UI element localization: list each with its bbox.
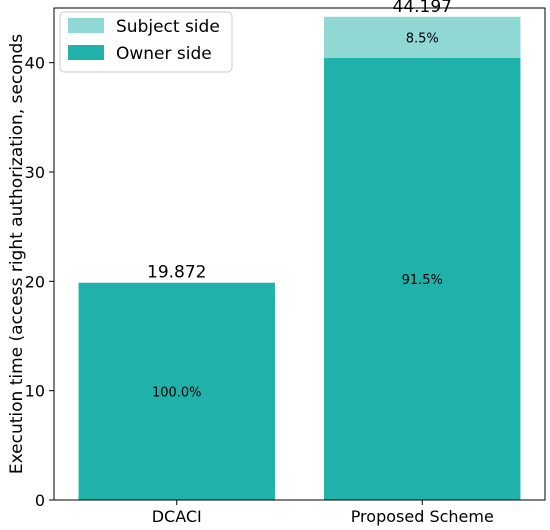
bar-total-label: 19.872 (147, 263, 206, 283)
y-tick-label: 20 (25, 272, 45, 291)
bar-percent-label: 100.0% (152, 385, 202, 400)
bar-percent-label: 91.5% (402, 273, 443, 288)
y-axis: 0 10 20 30 40 (25, 54, 54, 510)
legend-swatch (68, 45, 104, 60)
bar-percent-label: 8.5% (406, 31, 439, 46)
y-tick-label: 10 (25, 382, 45, 401)
y-axis-label: Execution time (access right authorizati… (7, 34, 27, 474)
bars-layer (78, 16, 521, 501)
plot-frame (53, 7, 546, 501)
y-tick-label: 30 (25, 163, 45, 182)
legend-label: Subject side (116, 17, 220, 37)
bar-segment-subject-side (324, 16, 521, 58)
bar-segment-owner-side (324, 57, 521, 501)
legend-swatch (68, 18, 104, 33)
x-tick-label: Proposed Scheme (351, 507, 494, 526)
y-tick-label: 0 (35, 491, 45, 510)
legend: Subject side Owner side (59, 11, 233, 73)
x-axis: DCACI Proposed Scheme (152, 500, 494, 526)
bar-labels-layer: 100.0%19.872 91.5%8.5%44.197 (147, 0, 452, 400)
y-tick-label: 40 (25, 54, 45, 73)
bar-segment-owner-side (78, 282, 275, 500)
x-tick-label: DCACI (152, 507, 202, 526)
legend-label: Owner side (116, 44, 212, 64)
